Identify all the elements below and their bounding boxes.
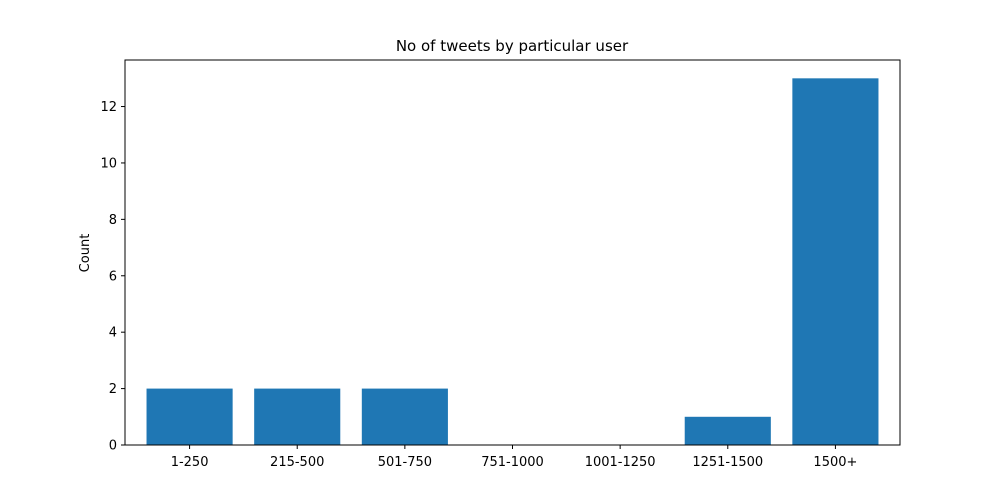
y-axis-title: Count <box>78 234 93 273</box>
y-tick-label: 10 <box>100 156 117 171</box>
x-tick-label: 1500+ <box>813 455 857 470</box>
y-tick-label: 12 <box>100 100 117 115</box>
y-axis-ticks: 0 2 4 6 8 10 12 <box>100 100 125 454</box>
bar-1500+ <box>792 78 879 445</box>
x-tick-label: 751-1000 <box>481 455 544 470</box>
y-tick-label: 2 <box>109 382 117 397</box>
plot-area-frame <box>124 59 901 446</box>
y-tick-label: 4 <box>109 326 117 341</box>
bars-layer <box>146 78 879 445</box>
bar-501-750 <box>361 388 448 445</box>
x-tick-label: 1251-1500 <box>692 455 763 470</box>
bar-1251-1500 <box>684 416 771 445</box>
y-tick-label: 6 <box>109 269 117 284</box>
y-tick-label: 8 <box>109 213 117 228</box>
x-tick-label: 1001-1250 <box>585 455 656 470</box>
chart-title: No of tweets by particular user <box>396 37 629 55</box>
bar-215-500 <box>254 388 341 445</box>
bar-1-250 <box>146 388 233 445</box>
x-tick-label: 215-500 <box>270 455 324 470</box>
x-tick-label: 501-750 <box>378 455 432 470</box>
x-tick-label: 1-250 <box>171 455 209 470</box>
y-tick-label: 0 <box>109 439 117 454</box>
x-axis-ticks: 1-250 215-500 501-750 751-1000 1001-1250 1251… <box>171 445 857 470</box>
